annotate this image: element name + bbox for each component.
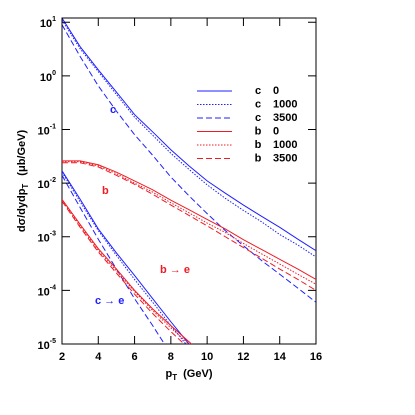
y-tick-label: 10-4	[38, 284, 57, 298]
y-tick-label: 10-3	[38, 231, 57, 245]
line	[62, 19, 316, 258]
curves	[62, 18, 316, 344]
annotation: b → e	[160, 264, 190, 276]
y-tick-label: 10-2	[38, 177, 57, 191]
decay-line	[62, 199, 190, 344]
legend-name: c	[255, 85, 261, 97]
y-tick-label: 10-5	[38, 338, 57, 352]
legend-label: 0	[273, 85, 279, 97]
y-tick-label: 101	[40, 16, 56, 30]
annotation: c → e	[95, 295, 124, 307]
line	[62, 161, 316, 285]
legend-label: 3500	[273, 152, 297, 164]
y-tick-label: 100	[40, 70, 56, 84]
legend-name: c	[255, 112, 261, 124]
y-tick-label: 10-1	[38, 123, 57, 137]
legend-name: b	[255, 139, 262, 151]
decay-line	[62, 198, 193, 344]
decay-line	[62, 171, 187, 344]
legend-label: 0	[273, 125, 279, 137]
x-tick-label: 14	[274, 351, 287, 363]
legend-label: 3500	[273, 112, 297, 124]
legend-name: c	[255, 98, 261, 110]
legend-label: 1000	[273, 98, 297, 110]
decay-line	[62, 175, 166, 344]
annotation: c	[110, 104, 116, 116]
y-axis-label: dσ/dydpT(μb/GeV)	[16, 130, 30, 233]
x-tick-label: 8	[168, 351, 174, 363]
decay-line	[62, 200, 185, 344]
line	[62, 162, 316, 291]
line	[62, 18, 316, 252]
x-tick-label: 10	[201, 351, 213, 363]
x-tick-label: 16	[310, 351, 322, 363]
x-tick-label: 4	[95, 351, 102, 363]
annotation: b	[102, 185, 109, 197]
x-tick-label: 6	[132, 351, 138, 363]
legend-label: 1000	[273, 139, 297, 151]
legend-name: b	[255, 152, 262, 164]
line	[62, 160, 316, 280]
line	[62, 24, 316, 303]
x-tick-label: 12	[237, 351, 249, 363]
x-axis-label: pT (GeV)	[166, 368, 213, 382]
x-tick-label: 2	[59, 351, 65, 363]
legend-name: b	[255, 125, 262, 137]
